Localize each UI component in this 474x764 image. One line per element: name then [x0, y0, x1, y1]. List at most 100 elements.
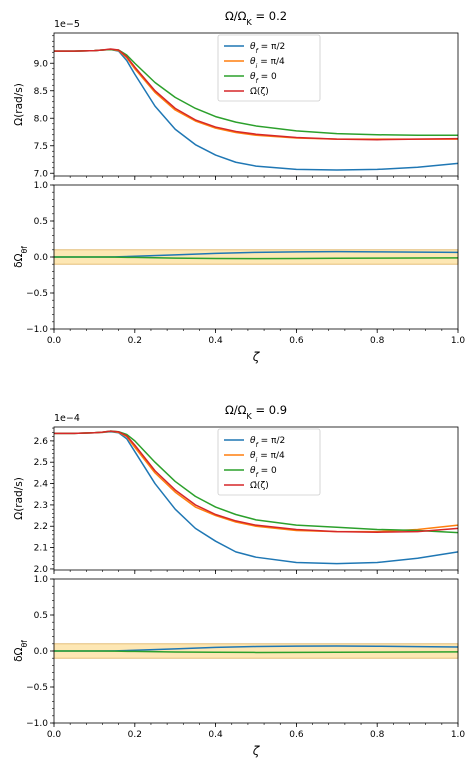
legend-label: θf = π/2	[250, 436, 285, 449]
y-tick-label: 9.0	[34, 59, 49, 69]
x-tick-label: 0.8	[370, 336, 385, 346]
title-rest: = 0.9	[252, 403, 287, 417]
legend-rest: = 0	[258, 72, 277, 82]
y-tick-label: 2.4	[34, 480, 49, 490]
legend-label: θf = 0	[250, 466, 277, 479]
legend-sub: f	[256, 77, 260, 85]
y-tick-label: 8.0	[34, 114, 49, 124]
legend-rest: = π/4	[257, 57, 285, 67]
y-tick-label: −1.0	[26, 325, 48, 335]
legend-sub: f	[256, 441, 260, 449]
y-tick-label: 0.0	[34, 647, 49, 657]
y-axis-label: Ω(rad/s)	[13, 477, 25, 520]
chart-title: Ω/ΩK = 0.2	[225, 9, 287, 27]
legend-label: θf = 0	[250, 72, 277, 85]
y-tick-label: 1.0	[34, 575, 49, 585]
subplot-2: −1.0 −0.5 0.0 0.5 1.0 0.0 0.2 0.4 0.6 0.8 1.0 ζ δΩθf	[13, 181, 465, 364]
legend-rest: = π/2	[258, 436, 285, 446]
y-tick-label: 7.5	[34, 142, 48, 152]
y-axis-label: δΩθf	[13, 640, 29, 662]
y-tick-label: 2.1	[34, 544, 48, 554]
legend-label: θf = π/2	[250, 42, 285, 55]
legend-main: θ	[250, 451, 256, 461]
x-tick-label: 1.0	[451, 336, 466, 346]
y-tick-label: 2.5	[34, 458, 48, 468]
legend-sub: f	[256, 471, 260, 479]
legend-main: Ω̄(ζ)	[250, 87, 269, 97]
series-group	[54, 250, 459, 260]
title-base: Ω/Ω	[225, 403, 247, 417]
y-label-sub: θf	[20, 246, 29, 254]
y-tick-label: 0.5	[34, 611, 48, 621]
x-tick-label: 0.4	[208, 730, 223, 740]
plot-frame	[53, 32, 459, 177]
title-base: Ω/Ω	[225, 9, 247, 23]
y-tick-label: −0.5	[26, 683, 48, 693]
series-line-2	[54, 650, 459, 654]
legend-sub: i	[256, 62, 258, 70]
x-tick-label: 1.0	[451, 730, 466, 740]
legend-main: θ	[250, 42, 256, 52]
subplot-3: 2.0 2.1 2.2 2.3 2.4 2.5 2.6 Ω(rad/s) Ω/ΩK = 0.9 1…	[13, 403, 459, 575]
legend-main: θ	[250, 436, 256, 446]
x-axis-label: ζ	[252, 350, 261, 364]
series-group	[54, 645, 459, 654]
subplot-1: 7.0 7.5 8.0 8.5 9.0 Ω(rad/s) Ω/ΩK = 0.2 1e−5 θf …	[13, 9, 459, 180]
y-tick-label: −1.0	[26, 719, 48, 729]
series-line-4	[54, 430, 459, 533]
x-tick-label: 0.6	[289, 730, 304, 740]
x-tick-label: 0.2	[128, 336, 142, 346]
series-group	[54, 430, 459, 565]
legend-main: θ	[250, 57, 256, 67]
legend-label: θi = π/4	[250, 57, 285, 70]
y-tick-label: 0.0	[34, 253, 49, 263]
y-tick-label: 2.0	[34, 565, 49, 575]
y-label-main: δΩ	[13, 647, 25, 661]
axis-offset-text: 1e−5	[54, 19, 80, 30]
x-tick-label: 0.0	[47, 730, 62, 740]
legend-sub: f	[256, 47, 260, 55]
title-sub: K	[246, 411, 252, 421]
y-label-main: δΩ	[13, 253, 25, 267]
legend-label: θi = π/4	[250, 451, 285, 464]
legend-rest: = 0	[258, 466, 277, 476]
legend-rest: = π/2	[258, 42, 285, 52]
title-sub: K	[246, 17, 252, 27]
y-tick-label: 8.5	[34, 87, 48, 97]
y-axis-label: δΩθf	[13, 246, 29, 268]
y-tick-label: 2.3	[34, 501, 48, 511]
y-tick-label: 0.5	[34, 217, 48, 227]
x-axis-label: ζ	[252, 744, 261, 758]
x-tick-label: 0.2	[128, 730, 142, 740]
legend-box	[217, 428, 321, 496]
chart-title: Ω/ΩK = 0.9	[225, 403, 287, 421]
title-rest: = 0.2	[252, 9, 287, 23]
y-tick-label: 2.6	[34, 437, 49, 447]
x-tick-label: 0.6	[289, 336, 304, 346]
x-tick-label: 0.0	[47, 336, 62, 346]
series-line-2	[54, 256, 459, 260]
axis-offset-text: 1e−4	[54, 413, 80, 424]
series-group	[54, 48, 459, 171]
series-line-4	[54, 48, 459, 141]
x-tick-label: 0.8	[370, 730, 385, 740]
subplot-4: −1.0 −0.5 0.0 0.5 1.0 0.0 0.2 0.4 0.6 0.8 1.0 ζ δΩθf	[13, 575, 465, 758]
x-tick-label: 0.4	[208, 336, 223, 346]
plot-frame	[53, 426, 459, 571]
legend-sub: i	[256, 456, 258, 464]
legend-rest: = π/4	[257, 451, 285, 461]
y-axis-label: Ω(rad/s)	[13, 83, 25, 126]
y-tick-label: 1.0	[34, 181, 49, 191]
legend-box	[217, 34, 321, 102]
legend-label: Ω̄(ζ)	[250, 87, 269, 97]
y-tick-label: 2.2	[34, 522, 48, 532]
y-label-sub: θf	[20, 640, 29, 648]
legend-main: θ	[250, 72, 256, 82]
y-tick-label: 7.0	[34, 169, 49, 179]
legend: θf = π/2θi = π/4θf = 0Ω̄(ζ)	[217, 428, 321, 496]
legend: θf = π/2θi = π/4θf = 0Ω̄(ζ)	[217, 34, 321, 102]
legend-main: Ω̄(ζ)	[250, 481, 269, 491]
legend-label: Ω̄(ζ)	[250, 481, 269, 491]
legend-main: θ	[250, 466, 256, 476]
